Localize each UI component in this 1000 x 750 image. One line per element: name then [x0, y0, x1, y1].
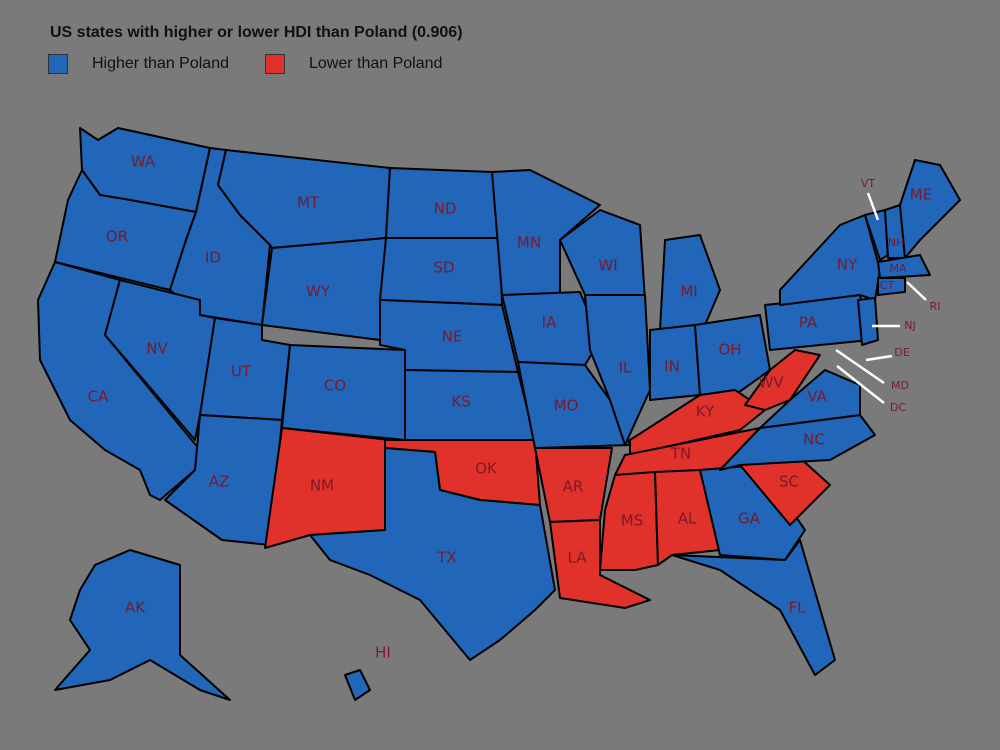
state-label-mi: MI: [680, 283, 697, 301]
state-label-dc: DC: [890, 401, 906, 414]
state-label-or: OR: [106, 228, 128, 246]
state-label-pa: PA: [799, 314, 818, 332]
state-label-wv: WV: [758, 374, 784, 392]
state-label-ar: AR: [563, 478, 584, 496]
state-label-sd: SD: [433, 259, 454, 277]
state-label-nh: NH: [888, 236, 905, 249]
state-label-ma: MA: [889, 262, 906, 275]
state-ny: [779, 214, 881, 306]
state-ct: [877, 277, 906, 296]
state-label-ct: CT: [880, 279, 895, 292]
state-label-wy: WY: [306, 283, 331, 301]
state-label-al: AL: [678, 510, 697, 528]
state-nj: [857, 297, 879, 346]
state-label-nv: NV: [146, 340, 168, 358]
state-label-sc: SC: [779, 473, 799, 491]
leader-line-vt: [866, 192, 880, 221]
state-label-mo: MO: [554, 397, 579, 415]
state-il: [584, 294, 651, 446]
state-label-ca: CA: [88, 388, 109, 406]
state-label-ms: MS: [621, 512, 643, 530]
state-label-ok: OK: [475, 460, 498, 478]
state-wv: [744, 349, 821, 411]
legend-label-lower: Lower than Poland: [308, 55, 443, 72]
leader-line-md: [835, 348, 885, 385]
state-label-ks: KS: [451, 393, 470, 411]
state-label-ri: RI: [930, 300, 941, 313]
state-label-ky: KY: [696, 403, 715, 421]
state-hi: [344, 669, 371, 701]
state-label-tn: TN: [670, 445, 691, 463]
state-label-nc: NC: [803, 431, 825, 449]
legend: Higher than Poland Lower than Poland: [48, 54, 478, 74]
legend-item-higher: Higher than Poland: [48, 54, 229, 74]
state-label-de: DE: [894, 346, 909, 359]
state-label-id: ID: [205, 249, 221, 267]
state-oh: [694, 314, 771, 396]
state-label-me: ME: [910, 186, 932, 204]
legend-swatch-higher: [48, 54, 68, 74]
state-al: [654, 469, 721, 566]
leader-line-dc: [836, 365, 885, 404]
map-title: US states with higher or lower HDI than …: [50, 24, 463, 41]
state-label-ak: AK: [125, 599, 146, 617]
state-mi: [659, 234, 721, 331]
state-ma: [877, 254, 931, 279]
state-label-ny: NY: [837, 256, 858, 274]
state-label-fl: FL: [789, 599, 807, 617]
state-label-ne: NE: [442, 328, 463, 346]
state-label-in: IN: [664, 358, 680, 376]
state-label-oh: OH: [718, 341, 741, 359]
state-label-mt: MT: [297, 194, 320, 212]
state-label-az: AZ: [209, 473, 230, 491]
state-label-il: IL: [619, 359, 632, 377]
state-label-ga: GA: [738, 510, 761, 528]
state-labels: WA OR CA ID NV MT WY UT AZ CO NM ND SD NE KS OK TX MN IA MO…: [88, 153, 941, 662]
state-label-tx: TX: [436, 549, 456, 567]
legend-item-lower: Lower than Poland: [264, 54, 443, 74]
state-label-la: LA: [568, 549, 588, 567]
state-label-wa: WA: [131, 153, 156, 171]
state-label-ut: UT: [231, 363, 252, 381]
leader-line-ri: [906, 281, 927, 301]
leader-line-de: [865, 354, 893, 362]
leader-lines: [835, 192, 927, 404]
state-tx: [309, 447, 556, 661]
state-label-co: CO: [324, 377, 346, 395]
state-fl: [671, 539, 836, 676]
state-label-nj: NJ: [904, 319, 915, 332]
state-label-ia: IA: [542, 314, 557, 332]
state-va: [759, 369, 861, 429]
state-label-wi: WI: [598, 257, 617, 275]
state-label-nm: NM: [310, 477, 334, 495]
state-label-mn: MN: [517, 234, 541, 252]
state-wi: [559, 209, 646, 301]
state-ak: [54, 549, 231, 701]
state-me: [899, 159, 961, 259]
state-label-va: VA: [807, 388, 827, 406]
legend-label-higher: Higher than Poland: [92, 55, 229, 72]
state-label-md: MD: [891, 379, 909, 392]
legend-swatch-lower: [264, 54, 285, 74]
state-label-nd: ND: [434, 200, 457, 218]
state-label-vt: VT: [861, 177, 876, 190]
state-label-hi: HI: [375, 644, 391, 662]
state-shapes: [37, 127, 961, 701]
